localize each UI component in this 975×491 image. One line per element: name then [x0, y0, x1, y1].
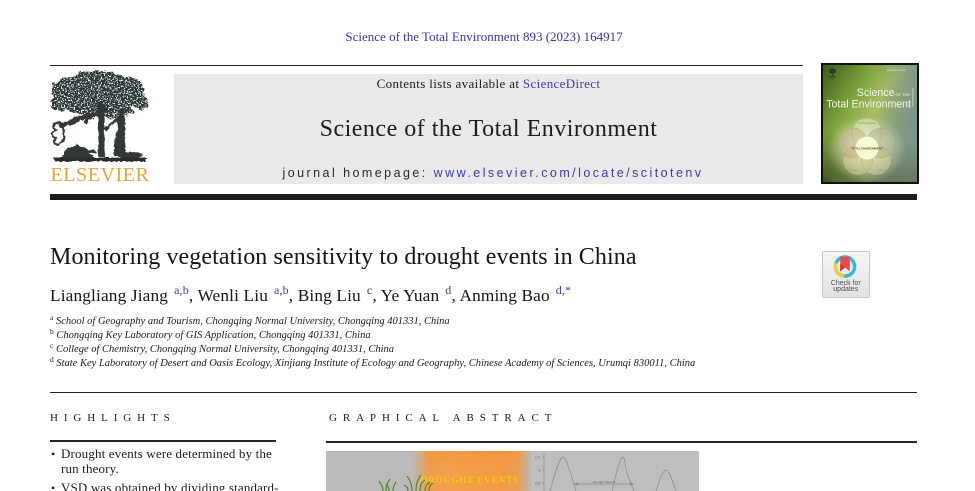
svg-text:Science: Science [857, 87, 895, 99]
svg-text:1.5: 1.5 [535, 455, 540, 459]
svg-text:Editor-in-Chief: Editor-in-Chief [887, 68, 906, 72]
svg-text:0.5: 0.5 [535, 481, 540, 485]
svg-text:OF THE: OF THE [895, 92, 910, 97]
svg-text:Lithosphere: Lithosphere [879, 169, 892, 172]
svg-text:DROUGHT EVENTS: DROUGHT EVENTS [421, 476, 519, 486]
svg-text:Drought Interval: Drought Interval [593, 480, 615, 484]
svg-text:1: 1 [539, 468, 541, 472]
svg-text:TOTAL ENVIRONMENT: TOTAL ENVIRONMENT [851, 147, 883, 151]
svg-text:Hydrosphere: Hydrosphere [843, 169, 857, 172]
svg-text:Total Environment: Total Environment [826, 99, 911, 111]
svg-text:Anthroposphere: Anthroposphere [858, 122, 876, 125]
